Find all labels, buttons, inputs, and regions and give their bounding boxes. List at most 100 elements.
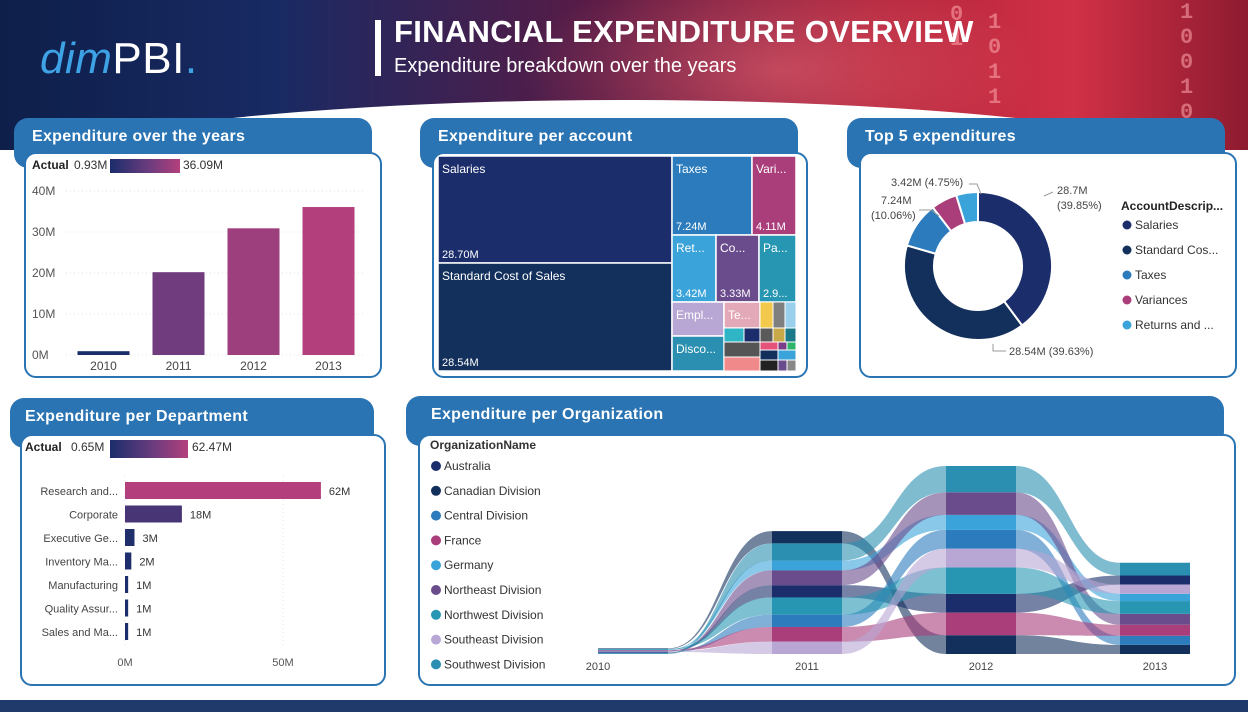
segment-2013-Germany[interactable]	[1120, 593, 1190, 602]
bar-Quality Assur...[interactable]	[125, 599, 129, 617]
treemap-tile[interactable]	[671, 155, 753, 236]
bar-2013[interactable]	[302, 207, 355, 355]
treemap-tile[interactable]	[723, 301, 761, 329]
segment-2012-Central Division[interactable]	[946, 529, 1016, 549]
ribbon-Northwest Division	[1016, 567, 1120, 614]
segment-2011-Northwest Division[interactable]	[772, 597, 842, 615]
legend-item[interactable]: Taxes	[1135, 268, 1166, 282]
donut-slice-Returns and ...[interactable]	[954, 190, 979, 226]
donut-slice-Salaries[interactable]	[977, 190, 1053, 327]
segment-2011-Southeast Division[interactable]	[772, 641, 842, 654]
bar-Inventory Ma...[interactable]	[125, 552, 132, 570]
legend-item[interactable]: Salaries	[1135, 218, 1178, 232]
y-tick-label: Sales and Ma...	[42, 627, 118, 639]
legend-max: 62.47M	[192, 440, 232, 454]
segment-2011-Australia[interactable]	[772, 585, 842, 598]
y-tick-label: Quality Assur...	[45, 604, 118, 616]
expenditure-department-chart[interactable]: Actual 0.65M 62.47M 0M 50M Research and... 62M…	[22, 436, 384, 684]
title-accent-bar	[375, 20, 381, 76]
tile-label: Pa...	[763, 241, 788, 255]
legend-label: Actual	[32, 158, 69, 172]
legend-item[interactable]: Germany	[444, 558, 493, 572]
legend-item[interactable]: Southwest Division	[444, 657, 545, 671]
top5-donut-chart[interactable]: 28.7M (39.85%) 28.54M (39.63%) 7.24M (10.06%…	[861, 154, 1235, 376]
segment-2012-Australia[interactable]	[946, 593, 1016, 613]
segment-2012-Southeast Division[interactable]	[946, 548, 1016, 568]
expenditure-account-treemap[interactable]: Salaries 28.70M Standard Cost of Sales 28.5…	[434, 154, 806, 376]
segment-2011-Germany[interactable]	[772, 560, 842, 571]
segment-2010-Southwest Division[interactable]	[598, 653, 668, 654]
segment-2013-Southeast Division[interactable]	[1120, 584, 1190, 594]
treemap-small-tile	[772, 327, 786, 343]
segment-2010-France[interactable]	[598, 650, 668, 651]
segment-2013-Southwest Division[interactable]	[1120, 562, 1190, 576]
chart-frame: OrganizationName Australia Canadian Divisi…	[418, 434, 1236, 686]
y-tick-label: Inventory Ma...	[45, 557, 118, 569]
segment-2011-Northeast Division[interactable]	[772, 570, 842, 586]
treemap-tile[interactable]	[437, 262, 673, 372]
segment-2012-France[interactable]	[946, 612, 1016, 636]
treemap-tile[interactable]	[751, 155, 797, 236]
segment-2010-Canadian Division[interactable]	[598, 648, 668, 649]
card-department[interactable]: Actual 0.65M 62.47M 0M 50M Research and... 62M…	[10, 432, 386, 686]
treemap-tile[interactable]	[715, 234, 760, 303]
segment-2010-Northwest Division[interactable]	[598, 648, 668, 650]
legend-marker	[431, 560, 441, 571]
tile-label: Disco...	[676, 342, 716, 356]
segment-2013-Canadian Division[interactable]	[1120, 644, 1190, 654]
expenditure-organization-ribbon-chart[interactable]: OrganizationName Australia Canadian Divisi…	[420, 436, 1234, 684]
donut-slice-Standard Cos...[interactable]	[903, 244, 1024, 341]
bar-2010[interactable]	[77, 351, 130, 355]
segment-2011-Southwest Division[interactable]	[772, 543, 842, 561]
legend-item[interactable]: Canadian Division	[444, 484, 541, 498]
segment-2010-Australia[interactable]	[598, 650, 668, 652]
segment-2011-Canadian Division[interactable]	[772, 531, 842, 544]
segment-2013-Australia[interactable]	[1120, 575, 1190, 585]
legend-item[interactable]: Northwest Division	[444, 608, 543, 622]
bar-Corporate[interactable]	[125, 505, 182, 523]
legend-item[interactable]: Returns and ...	[1135, 318, 1214, 332]
card-top5[interactable]: 28.7M (39.85%) 28.54M (39.63%) 7.24M (10.06%…	[847, 150, 1237, 378]
bar-Executive Ge...[interactable]	[125, 529, 135, 546]
bar-Sales and Ma...[interactable]	[125, 623, 129, 640]
segment-2012-Northwest Division[interactable]	[946, 567, 1016, 594]
segment-2013-Northwest Division[interactable]	[1120, 601, 1190, 614]
data-label: 7.24M	[881, 195, 912, 207]
card-account[interactable]: Salaries 28.70M Standard Cost of Sales 28.5…	[420, 150, 808, 378]
segment-2011-Central Division[interactable]	[772, 614, 842, 627]
bar-2012[interactable]	[227, 228, 280, 355]
legend-item[interactable]: Variances	[1135, 293, 1187, 307]
segment-2012-Southwest Division[interactable]	[946, 466, 1016, 493]
segment-2010-Northeast Division[interactable]	[598, 652, 668, 654]
segment-2013-France[interactable]	[1120, 624, 1190, 636]
legend-marker	[431, 609, 441, 620]
y-tick-label: 40M	[32, 184, 55, 198]
legend-item[interactable]: Northeast Division	[444, 583, 541, 597]
segment-2013-Northeast Division[interactable]	[1120, 613, 1190, 625]
bar-Research and...[interactable]	[125, 482, 321, 499]
legend-item[interactable]: Australia	[444, 459, 491, 473]
legend-marker	[431, 510, 441, 521]
treemap-tile[interactable]	[437, 155, 673, 264]
segment-2010-Central Division[interactable]	[598, 651, 668, 653]
legend-item[interactable]: France	[444, 533, 482, 547]
segment-2012-Canadian Division[interactable]	[946, 635, 1016, 654]
expenditure-years-chart[interactable]: Actual 0.93M 36.09M 0M 10M 20M 30M 40M 2010 2011 2…	[26, 154, 380, 376]
segment-2010-Southeast Division[interactable]	[598, 651, 668, 652]
treemap-small-tile	[777, 341, 788, 351]
bar-Manufacturing[interactable]	[125, 576, 129, 593]
tile-value: 4.11M	[756, 221, 786, 233]
card-organization[interactable]: OrganizationName Australia Canadian Divisi…	[406, 432, 1236, 686]
segment-2012-Germany[interactable]	[946, 514, 1016, 530]
legend-item[interactable]: Southeast Division	[444, 633, 543, 647]
bar-2011[interactable]	[152, 272, 205, 355]
legend-item[interactable]: Standard Cos...	[1135, 243, 1218, 257]
logo-main: PBI	[112, 34, 185, 83]
treemap-tile[interactable]	[758, 234, 797, 303]
legend-item[interactable]: Central Division	[444, 509, 528, 523]
card-expenditure-years[interactable]: Actual 0.93M 36.09M 0M 10M 20M 30M 40M 2010 2011 2…	[14, 150, 382, 378]
segment-2011-France[interactable]	[772, 626, 842, 642]
segment-2012-Northeast Division[interactable]	[946, 492, 1016, 515]
data-label: 1M	[136, 580, 151, 592]
segment-2013-Central Division[interactable]	[1120, 635, 1190, 645]
